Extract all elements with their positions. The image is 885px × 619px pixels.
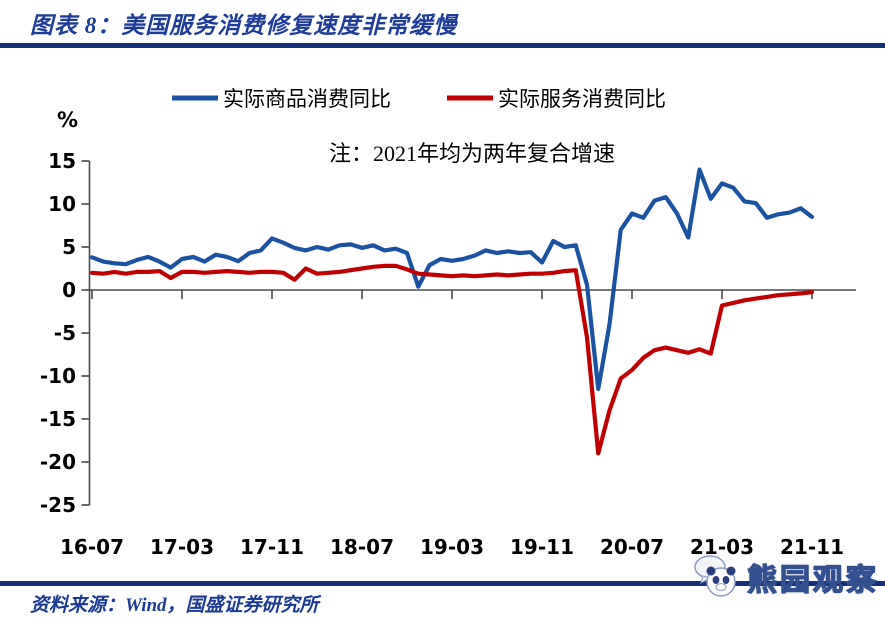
chart-legend: 实际商品消费同比 实际服务消费同比 — [172, 87, 666, 111]
y-tick-label: -25 — [40, 493, 76, 517]
bottom-divider-rule — [0, 581, 885, 586]
legend-label-goods: 实际商品消费同比 — [223, 87, 391, 111]
y-tick-label: 0 — [62, 278, 76, 302]
x-tick-label: 19-11 — [510, 535, 574, 559]
figure-title: 图表 8：美国服务消费修复速度非常缓慢 — [30, 13, 458, 38]
watermark-badge: 熊园观察 — [693, 554, 879, 600]
x-tick-label: 20-07 — [600, 535, 664, 559]
y-tick-label: 15 — [48, 149, 76, 173]
x-tick-label: 17-03 — [150, 535, 214, 559]
y-tick-label: 5 — [62, 235, 76, 259]
x-tick-label: 16-07 — [60, 535, 124, 559]
y-axis-unit-label: % — [57, 108, 78, 132]
watermark-text: 熊园观察 — [746, 563, 879, 597]
top-divider-rule — [0, 43, 885, 48]
chart-canvas: 实际商品消费同比 实际服务消费同比 注：2021年均为两年复合增速 % 15 10… — [40, 87, 856, 559]
x-tick-label: 19-03 — [420, 535, 484, 559]
x-tick-label: 17-11 — [240, 535, 304, 559]
y-tick-label: 10 — [48, 192, 76, 216]
source-note: 资料来源：Wind，国盛证券研究所 — [30, 595, 319, 616]
chart-note: 注：2021年均为两年复合增速 — [329, 141, 615, 166]
panda-logo-icon — [694, 555, 736, 597]
axes-layer: 15 10 5 0 -5 -10 -15 -20 -25 16-07 17-03 17-11 18-07… — [40, 149, 856, 559]
y-tick-label: -15 — [40, 407, 76, 431]
x-tick-label: 21-03 — [690, 535, 754, 559]
series-line-services — [89, 263, 815, 456]
y-tick-label: -20 — [40, 450, 76, 474]
legend-label-services: 实际服务消费同比 — [498, 87, 666, 111]
y-tick-label: -5 — [54, 321, 76, 345]
series-line-goods — [89, 167, 815, 391]
y-tick-label: -10 — [40, 364, 76, 388]
x-tick-label: 21-11 — [780, 535, 844, 559]
x-tick-label: 18-07 — [330, 535, 394, 559]
series-layer — [89, 167, 815, 456]
